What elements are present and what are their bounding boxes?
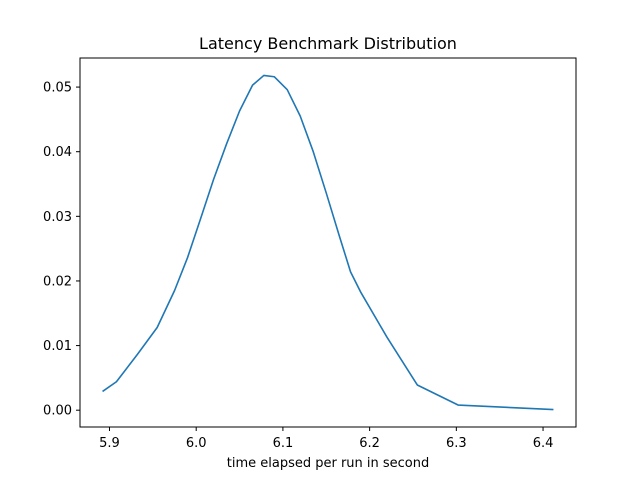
y-tick-label: 0.01	[43, 339, 72, 354]
y-tick-label: 0.02	[43, 274, 72, 289]
x-tick-label: 6.3	[446, 436, 467, 451]
x-tick-label: 6.4	[533, 436, 554, 451]
x-tick-label: 6.2	[359, 436, 380, 451]
x-tick-label: 6.1	[273, 436, 294, 451]
x-tick-label: 6.0	[186, 436, 207, 451]
x-axis: 5.9 6.0 6.1 6.2 6.3 6.4	[99, 427, 553, 451]
plot-frame	[79, 57, 577, 428]
series-line	[102, 74, 554, 411]
chart-title: Latency Benchmark Distribution	[199, 34, 457, 53]
plot-area: 5.9 6.0 6.1 6.2 6.3 6.4 0.000.010.020.030.040…	[43, 57, 577, 451]
y-axis: 0.00 0.01 0.02 0.03 0.04 0.05	[43, 81, 80, 419]
y-tick-label: 0.05	[43, 81, 72, 96]
y-tick-label: 0.03	[43, 210, 72, 225]
y-tick-label: 0.04	[43, 145, 72, 160]
y-tick-label: 0.00	[43, 404, 72, 419]
x-tick-label: 5.9	[99, 436, 120, 451]
x-axis-label: time elapsed per run in second	[227, 456, 430, 471]
